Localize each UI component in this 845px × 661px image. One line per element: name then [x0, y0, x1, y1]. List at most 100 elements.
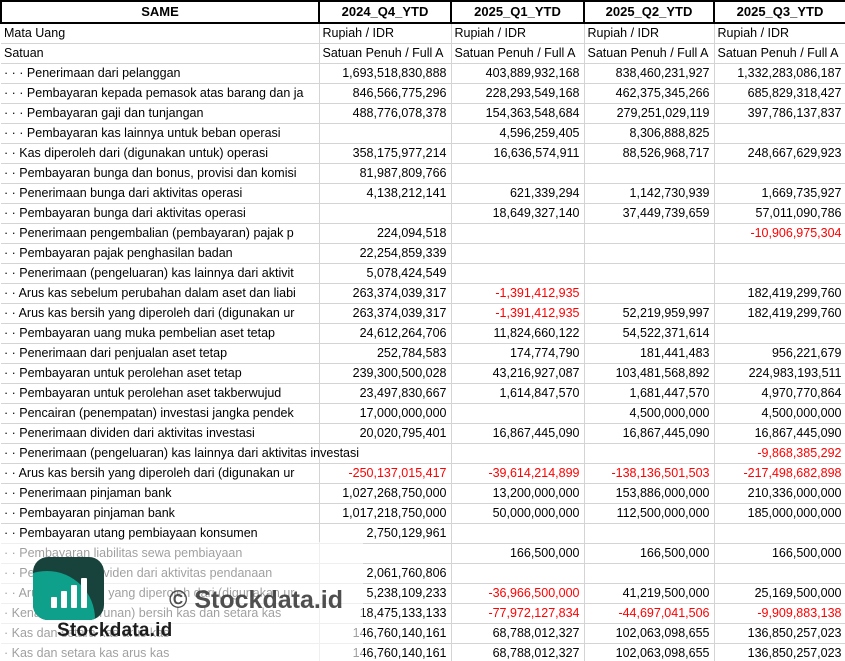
- value-cell[interactable]: 1,332,283,086,187: [713, 63, 845, 84]
- value-cell[interactable]: 224,094,518: [318, 223, 452, 244]
- value-cell[interactable]: [450, 563, 585, 584]
- value-cell[interactable]: [318, 203, 452, 224]
- value-cell[interactable]: 1,669,735,927: [713, 183, 845, 204]
- value-cell[interactable]: 838,460,231,927: [583, 63, 715, 84]
- value-cell[interactable]: 154,363,548,684: [450, 103, 585, 124]
- row-label-cell[interactable]: · · Kas diperoleh dari (digunakan untuk)…: [1, 143, 320, 164]
- row-label-cell[interactable]: · · Pembayaran bunga dari aktivitas oper…: [1, 203, 320, 224]
- value-cell[interactable]: [583, 243, 715, 264]
- value-cell[interactable]: Rupiah / IDR: [318, 22, 452, 44]
- value-cell[interactable]: [450, 523, 585, 544]
- value-cell[interactable]: -10,906,975,304: [713, 223, 845, 244]
- row-label-cell[interactable]: · · · Pembayaran gaji dan tunjangan: [1, 103, 320, 124]
- value-cell[interactable]: 248,667,629,923: [713, 143, 845, 164]
- value-cell[interactable]: 16,867,445,090: [450, 423, 585, 444]
- value-cell[interactable]: 279,251,029,119: [583, 103, 715, 124]
- value-cell[interactable]: 263,374,039,317: [318, 303, 452, 324]
- value-cell[interactable]: 112,500,000,000: [583, 503, 715, 524]
- value-cell[interactable]: Rupiah / IDR: [450, 22, 585, 44]
- value-cell[interactable]: [450, 243, 585, 264]
- value-cell[interactable]: 68,788,012,327: [450, 643, 585, 661]
- column-header[interactable]: 2025_Q3_YTD: [713, 0, 845, 24]
- value-cell[interactable]: 182,419,299,760: [713, 303, 845, 324]
- value-cell[interactable]: 43,216,927,087: [450, 363, 585, 384]
- value-cell[interactable]: 5,078,424,549: [318, 263, 452, 284]
- value-cell[interactable]: 403,889,932,168: [450, 63, 585, 84]
- value-cell[interactable]: [713, 523, 845, 544]
- value-cell[interactable]: -217,498,682,898: [713, 463, 845, 484]
- value-cell[interactable]: 22,254,859,339: [318, 243, 452, 264]
- value-cell[interactable]: [713, 123, 845, 144]
- value-cell[interactable]: [583, 443, 715, 464]
- value-cell[interactable]: 185,000,000,000: [713, 503, 845, 524]
- row-label-cell[interactable]: · · Arus kas sebelum perubahan dalam ase…: [1, 283, 320, 304]
- row-label-cell[interactable]: · · Penerimaan (pengeluaran) kas lainnya…: [1, 443, 359, 464]
- value-cell[interactable]: [583, 563, 715, 584]
- value-cell[interactable]: 239,300,500,028: [318, 363, 452, 384]
- value-cell[interactable]: Rupiah / IDR: [583, 22, 715, 44]
- value-cell[interactable]: 1,017,218,750,000: [318, 503, 452, 524]
- row-label-cell[interactable]: · · Pembayaran untuk perolehan aset takb…: [1, 383, 320, 404]
- value-cell[interactable]: 4,970,770,864: [713, 383, 845, 404]
- value-cell[interactable]: 252,784,583: [318, 343, 452, 364]
- value-cell[interactable]: 621,339,294: [450, 183, 585, 204]
- value-cell[interactable]: 1,027,268,750,000: [318, 483, 452, 504]
- value-cell[interactable]: [713, 323, 845, 344]
- value-cell[interactable]: Satuan Penuh / Full A: [713, 43, 845, 64]
- value-cell[interactable]: 210,336,000,000: [713, 483, 845, 504]
- row-label-cell[interactable]: · · Pembayaran pinjaman bank: [1, 503, 320, 524]
- value-cell[interactable]: 4,500,000,000: [583, 403, 715, 424]
- value-cell[interactable]: Satuan Penuh / Full A: [450, 43, 585, 64]
- value-cell[interactable]: 2,750,129,961: [318, 523, 452, 544]
- value-cell[interactable]: [713, 243, 845, 264]
- value-cell[interactable]: 846,566,775,296: [318, 83, 452, 104]
- value-cell[interactable]: -9,868,385,292: [713, 443, 845, 464]
- value-cell[interactable]: [583, 523, 715, 544]
- value-cell[interactable]: [450, 403, 585, 424]
- value-cell[interactable]: -138,136,501,503: [583, 463, 715, 484]
- value-cell[interactable]: [318, 123, 452, 144]
- value-cell[interactable]: 956,221,679: [713, 343, 845, 364]
- value-cell[interactable]: 166,500,000: [450, 543, 585, 564]
- row-label-cell[interactable]: · · Penerimaan pinjaman bank: [1, 483, 320, 504]
- row-label-cell[interactable]: · · Penerimaan dividen dari aktivitas in…: [1, 423, 320, 444]
- value-cell[interactable]: 166,500,000: [713, 543, 845, 564]
- value-cell[interactable]: 17,000,000,000: [318, 403, 452, 424]
- value-cell[interactable]: 4,500,000,000: [713, 403, 845, 424]
- value-cell[interactable]: [450, 263, 585, 284]
- value-cell[interactable]: 1,681,447,570: [583, 383, 715, 404]
- value-cell[interactable]: 52,219,959,997: [583, 303, 715, 324]
- column-header[interactable]: 2025_Q1_YTD: [450, 0, 585, 24]
- value-cell[interactable]: 1,614,847,570: [450, 383, 585, 404]
- row-label-cell[interactable]: · · Pembayaran pajak penghasilan badan: [1, 243, 320, 264]
- row-label-cell[interactable]: · · Arus kas bersih yang diperoleh dari …: [1, 463, 320, 484]
- value-cell[interactable]: 16,867,445,090: [713, 423, 845, 444]
- value-cell[interactable]: Satuan Penuh / Full A: [583, 43, 715, 64]
- value-cell[interactable]: Rupiah / IDR: [713, 22, 845, 44]
- value-cell[interactable]: -77,972,127,834: [450, 603, 585, 624]
- value-cell[interactable]: [713, 263, 845, 284]
- value-cell[interactable]: [583, 223, 715, 244]
- value-cell[interactable]: 174,774,790: [450, 343, 585, 364]
- row-label-cell[interactable]: · · Pembayaran bunga dan bonus, provisi …: [1, 163, 320, 184]
- value-cell[interactable]: 4,596,259,405: [450, 123, 585, 144]
- value-cell[interactable]: 88,526,968,717: [583, 143, 715, 164]
- value-cell[interactable]: 488,776,078,378: [318, 103, 452, 124]
- row-label-cell[interactable]: · · Pencairan (penempatan) investasi jan…: [1, 403, 320, 424]
- row-label-cell[interactable]: · · · Pembayaran kas lainnya untuk beban…: [1, 123, 320, 144]
- value-cell[interactable]: 224,983,193,511: [713, 363, 845, 384]
- value-cell[interactable]: 50,000,000,000: [450, 503, 585, 524]
- value-cell[interactable]: 13,200,000,000: [450, 483, 585, 504]
- value-cell[interactable]: 102,063,098,655: [583, 623, 715, 644]
- value-cell[interactable]: 103,481,568,892: [583, 363, 715, 384]
- value-cell[interactable]: 358,175,977,214: [318, 143, 452, 164]
- value-cell[interactable]: 397,786,137,837: [713, 103, 845, 124]
- row-label-cell[interactable]: · · Pembayaran uang muka pembelian aset …: [1, 323, 320, 344]
- value-cell[interactable]: -250,137,015,417: [318, 463, 452, 484]
- value-cell[interactable]: [450, 223, 585, 244]
- value-cell[interactable]: [713, 163, 845, 184]
- value-cell[interactable]: 102,063,098,655: [583, 643, 715, 661]
- value-cell[interactable]: 16,636,574,911: [450, 143, 585, 164]
- column-header[interactable]: 2024_Q4_YTD: [318, 0, 452, 24]
- value-cell[interactable]: 263,374,039,317: [318, 283, 452, 304]
